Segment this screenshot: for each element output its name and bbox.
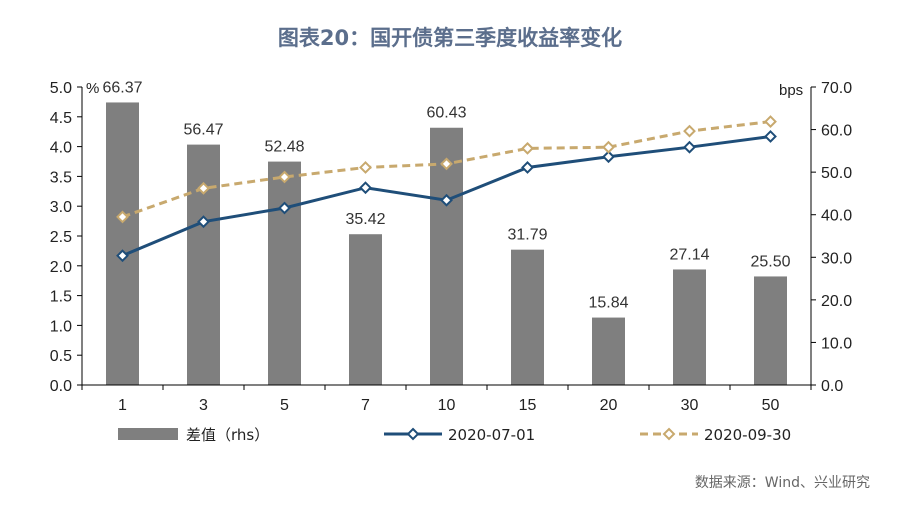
- x-tick-label: 1: [118, 397, 127, 414]
- x-tick-label: 50: [762, 397, 780, 414]
- bar: [268, 161, 301, 385]
- left-tick-label: 2.0: [50, 259, 72, 276]
- series-point: [440, 157, 453, 171]
- series-point: [764, 115, 777, 128]
- series-point: [521, 161, 534, 174]
- legend-label-line-2: 2020-09-30: [704, 426, 791, 444]
- line-series: [116, 115, 777, 263]
- left-tick-label: 4.5: [50, 110, 72, 127]
- bar: [511, 249, 544, 385]
- legend-marker-line-1: [406, 427, 420, 441]
- bar: [592, 317, 625, 385]
- bar: [349, 234, 382, 385]
- right-tick-label: 20.0: [821, 293, 852, 310]
- bar: [430, 127, 463, 386]
- right-tick-label: 10.0: [821, 335, 852, 352]
- series-point: [683, 124, 696, 138]
- x-tick-label: 15: [519, 397, 537, 414]
- legend: 差值（rhs） 2020-07-01 2020-09-30: [118, 426, 791, 444]
- bar-data-label: 31.79: [507, 227, 547, 244]
- right-tick-label: 0.0: [821, 378, 843, 395]
- bar-series: [106, 102, 787, 386]
- series-point: [278, 201, 291, 215]
- series-point: [521, 141, 534, 155]
- legend-label-line-1: 2020-07-01: [448, 426, 535, 444]
- left-tick-label: 1.0: [50, 318, 72, 335]
- bar-data-label: 27.14: [669, 246, 709, 263]
- right-y-axis: 0.0 10.0 20.0 30.0 40.0 50.0 60.0 70.0: [810, 80, 852, 395]
- left-tick-label: 4.0: [50, 140, 72, 157]
- series-point: [683, 140, 696, 154]
- x-tick-label: 20: [600, 397, 618, 414]
- bar-data-labels: 66.37 56.47 52.48 35.42 60.43 31.79 15.84 27.14…: [102, 79, 790, 311]
- series-point: [359, 161, 372, 174]
- bar-data-label: 15.84: [588, 295, 628, 312]
- bar-data-label: 35.42: [345, 211, 385, 228]
- series-point: [602, 140, 615, 154]
- series-point: [278, 170, 291, 184]
- bar-data-label: 56.47: [183, 122, 223, 139]
- left-axis-unit: %: [86, 80, 99, 97]
- right-tick-label: 50.0: [821, 165, 852, 182]
- source-note: 数据来源：Wind、兴业研究: [695, 475, 870, 491]
- x-axis: 1 3 5 7 10 15 20 30 50: [81, 384, 812, 414]
- chart-title: 图表20：国开债第三季度收益率变化: [278, 26, 622, 50]
- series-point: [116, 210, 129, 224]
- right-tick-label: 40.0: [821, 208, 852, 225]
- left-tick-label: 3.0: [50, 199, 72, 216]
- left-tick-label: 3.5: [50, 169, 72, 186]
- bar-data-label: 25.50: [750, 253, 790, 270]
- series-point: [197, 181, 210, 195]
- bar: [187, 144, 220, 385]
- series-point: [440, 193, 453, 207]
- left-tick-label: 0.0: [50, 378, 72, 395]
- bar-data-label: 66.37: [102, 79, 142, 96]
- right-axis-unit: bps: [779, 82, 803, 99]
- right-tick-label: 60.0: [821, 123, 852, 140]
- right-tick-label: 30.0: [821, 250, 852, 267]
- series-point: [197, 215, 210, 229]
- x-tick-label: 3: [199, 397, 208, 414]
- bar-data-label: 60.43: [426, 105, 466, 122]
- x-tick-label: 7: [361, 397, 370, 414]
- legend-marker-line-2: [662, 427, 676, 441]
- bar: [106, 102, 139, 385]
- x-tick-label: 10: [438, 397, 456, 414]
- bar: [754, 276, 787, 385]
- x-tick-label: 30: [681, 397, 699, 414]
- left-tick-label: 0.5: [50, 348, 72, 365]
- series-point: [602, 150, 615, 164]
- right-tick-label: 70.0: [821, 80, 852, 97]
- series-point: [116, 249, 129, 263]
- bar: [673, 269, 706, 385]
- legend-swatch-bar: [118, 428, 178, 440]
- bar-data-label: 52.48: [264, 139, 304, 156]
- series-point: [359, 181, 372, 195]
- x-tick-label: 5: [280, 397, 289, 414]
- left-tick-label: 5.0: [50, 80, 72, 97]
- legend-label-bar: 差值（rhs）: [186, 426, 269, 444]
- left-tick-label: 1.5: [50, 289, 72, 306]
- left-y-axis: 0.0 0.5 1.0 1.5 2.0 2.5 3.0 3.5 4.0 4.5 5.0: [50, 80, 83, 395]
- left-tick-label: 2.5: [50, 229, 72, 246]
- series-point: [764, 130, 777, 143]
